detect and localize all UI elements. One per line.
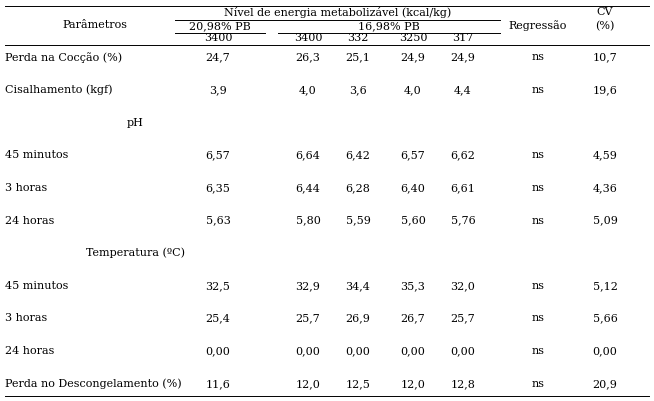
Text: 20,9: 20,9 [593, 379, 617, 389]
Text: 5,76: 5,76 [451, 215, 475, 225]
Text: 26,3: 26,3 [296, 52, 320, 62]
Text: 34,4: 34,4 [345, 281, 370, 291]
Text: Nível de energia metabolizável (kcal/kg): Nível de energia metabolizável (kcal/kg) [224, 8, 451, 18]
Text: 24,9: 24,9 [400, 52, 426, 62]
Text: 12,5: 12,5 [345, 379, 370, 389]
Text: 32,0: 32,0 [451, 281, 475, 291]
Text: 25,7: 25,7 [451, 314, 475, 324]
Text: 20,98% PB: 20,98% PB [189, 21, 251, 31]
Text: Perda no Descongelamento (%): Perda no Descongelamento (%) [5, 379, 182, 389]
Text: 24,7: 24,7 [205, 52, 230, 62]
Text: 32,9: 32,9 [296, 281, 320, 291]
Text: 45 minutos: 45 minutos [5, 150, 69, 160]
Text: 3400: 3400 [294, 33, 322, 43]
Text: 5,60: 5,60 [400, 215, 426, 225]
Text: Regressão: Regressão [509, 20, 567, 31]
Text: 0,00: 0,00 [345, 346, 370, 356]
Text: 24,9: 24,9 [451, 52, 475, 62]
Text: 5,59: 5,59 [345, 215, 370, 225]
Text: (%): (%) [595, 21, 615, 31]
Text: ns: ns [532, 150, 545, 160]
Text: 5,09: 5,09 [593, 215, 617, 225]
Text: 0,00: 0,00 [451, 346, 475, 356]
Text: 32,5: 32,5 [205, 281, 230, 291]
Text: 4,0: 4,0 [404, 85, 422, 95]
Text: 26,9: 26,9 [345, 314, 370, 324]
Text: 6,61: 6,61 [451, 183, 475, 193]
Text: ns: ns [532, 52, 545, 62]
Text: 26,7: 26,7 [401, 314, 425, 324]
Text: 5,63: 5,63 [205, 215, 230, 225]
Text: 6,44: 6,44 [296, 183, 320, 193]
Text: ns: ns [532, 379, 545, 389]
Text: 19,6: 19,6 [593, 85, 617, 95]
Text: 35,3: 35,3 [400, 281, 426, 291]
Text: 3,6: 3,6 [349, 85, 367, 95]
Text: 24 horas: 24 horas [5, 215, 54, 225]
Text: 6,57: 6,57 [205, 150, 230, 160]
Text: 332: 332 [347, 33, 369, 43]
Text: 24 horas: 24 horas [5, 346, 54, 356]
Text: 4,36: 4,36 [593, 183, 617, 193]
Text: ns: ns [532, 314, 545, 324]
Text: ns: ns [532, 215, 545, 225]
Text: 6,40: 6,40 [400, 183, 426, 193]
Text: CV: CV [596, 7, 613, 17]
Text: 5,80: 5,80 [296, 215, 320, 225]
Text: 0,00: 0,00 [205, 346, 230, 356]
Text: 25,1: 25,1 [345, 52, 370, 62]
Text: Cisalhamento (kgf): Cisalhamento (kgf) [5, 85, 112, 95]
Text: Perda na Cocção (%): Perda na Cocção (%) [5, 52, 122, 63]
Text: 0,00: 0,00 [593, 346, 617, 356]
Text: 6,35: 6,35 [205, 183, 230, 193]
Text: Temperatura (ºC): Temperatura (ºC) [86, 248, 184, 258]
Text: 45 minutos: 45 minutos [5, 281, 69, 291]
Text: 3250: 3250 [399, 33, 427, 43]
Text: 25,7: 25,7 [296, 314, 320, 324]
Text: 6,57: 6,57 [401, 150, 425, 160]
Text: 10,7: 10,7 [593, 52, 617, 62]
Text: 12,8: 12,8 [451, 379, 475, 389]
Text: 6,64: 6,64 [296, 150, 320, 160]
Text: 3,9: 3,9 [209, 85, 227, 95]
Text: 6,62: 6,62 [451, 150, 475, 160]
Text: 0,00: 0,00 [400, 346, 426, 356]
Text: 5,12: 5,12 [593, 281, 617, 291]
Text: 12,0: 12,0 [296, 379, 320, 389]
Text: 3 horas: 3 horas [5, 183, 47, 193]
Text: 11,6: 11,6 [205, 379, 230, 389]
Text: 4,4: 4,4 [454, 85, 472, 95]
Text: ns: ns [532, 346, 545, 356]
Text: ns: ns [532, 85, 545, 95]
Text: 6,28: 6,28 [345, 183, 370, 193]
Text: pH: pH [127, 117, 143, 128]
Text: 3400: 3400 [204, 33, 232, 43]
Text: ns: ns [532, 281, 545, 291]
Text: 12,0: 12,0 [400, 379, 426, 389]
Text: 6,42: 6,42 [345, 150, 370, 160]
Text: 4,59: 4,59 [593, 150, 617, 160]
Text: 16,98% PB: 16,98% PB [358, 21, 420, 31]
Text: 0,00: 0,00 [296, 346, 320, 356]
Text: 3 horas: 3 horas [5, 314, 47, 324]
Text: Parâmetros: Parâmetros [63, 20, 128, 30]
Text: 317: 317 [453, 33, 473, 43]
Text: 5,66: 5,66 [593, 314, 617, 324]
Text: 4,0: 4,0 [299, 85, 317, 95]
Text: 25,4: 25,4 [205, 314, 230, 324]
Text: ns: ns [532, 183, 545, 193]
